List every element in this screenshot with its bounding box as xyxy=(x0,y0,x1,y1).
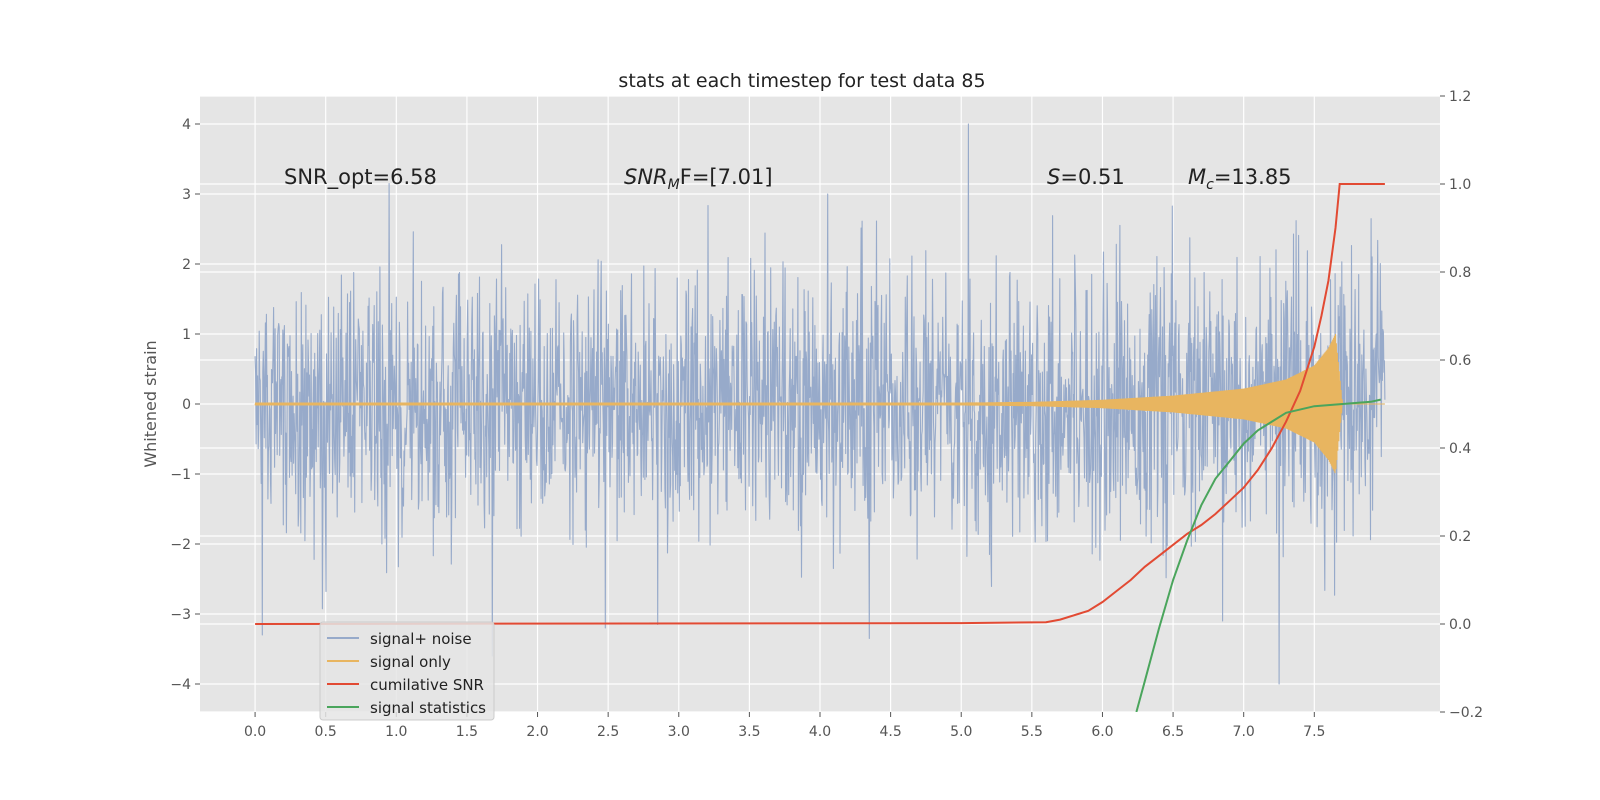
annotation-snr-mf-sub: M xyxy=(668,177,680,193)
x-tick-label-11: 5.5 xyxy=(1021,724,1043,740)
annotation-mc-sub: c xyxy=(1206,177,1214,193)
y-tick-label-4: 0 xyxy=(182,397,191,413)
legend-label-cumilative-snr: cumilative SNR xyxy=(370,676,484,694)
legend-item-cumilative-snr: cumilative SNR xyxy=(327,676,484,694)
y-tick-label-1: −3 xyxy=(170,607,191,623)
y-right-tick-label-7: 1.2 xyxy=(1449,89,1471,105)
y-tick-label-7: 3 xyxy=(182,187,191,203)
x-tick-label-8: 4.0 xyxy=(809,724,831,740)
y-tick-label-2: −2 xyxy=(170,537,191,553)
y-right-tick-label-5: 0.8 xyxy=(1449,265,1471,281)
y-tick-label-6: 2 xyxy=(182,257,191,273)
x-tick-label-0: 0.0 xyxy=(244,724,266,740)
annotation-snr-mf-rest: F=[7.01] xyxy=(680,165,773,189)
y-tick-label-0: −4 xyxy=(170,677,191,693)
x-tick-label-7: 3.5 xyxy=(738,724,760,740)
y-tick-label-3: −1 xyxy=(170,467,191,483)
annotation-s: S=0.51 xyxy=(1047,165,1125,189)
y-tick-label-5: 1 xyxy=(182,327,191,343)
annotation-mc: Mc=13.85 xyxy=(1188,165,1292,193)
y-tick-label-8: 4 xyxy=(182,117,191,133)
x-tick-label-2: 1.0 xyxy=(385,724,407,740)
x-tick-label-12: 6.0 xyxy=(1091,724,1113,740)
y-axis-right: −0.2 0.0 0.2 0.4 0.6 0.8 1.0 1.2 xyxy=(1440,89,1483,721)
annotation-mc-rest: =13.85 xyxy=(1214,165,1292,189)
y-right-tick-label-6: 1.0 xyxy=(1449,177,1471,193)
y-right-tick-label-2: 0.2 xyxy=(1449,529,1471,545)
y-right-tick-label-0: −0.2 xyxy=(1449,705,1483,721)
y-axis-left: −4 −3 −2 −1 0 1 2 3 4 xyxy=(170,117,200,693)
x-tick-label-15: 7.5 xyxy=(1303,724,1325,740)
x-tick-label-9: 4.5 xyxy=(879,724,901,740)
series-cumilative-snr xyxy=(255,183,1385,625)
annotations: SNR_opt=6.58 SNRMF=[7.01] S=0.51 Mc=13.8… xyxy=(284,165,1292,193)
y-right-tick-label-1: 0.0 xyxy=(1449,617,1471,633)
annotation-snr-mf: SNRMF=[7.01] xyxy=(624,165,773,193)
annotation-s-main: S xyxy=(1047,165,1060,189)
annotation-mc-main: M xyxy=(1188,165,1206,189)
legend-label-signal-only: signal only xyxy=(370,653,451,671)
x-tick-label-4: 2.0 xyxy=(526,724,548,740)
legend: signal+ noise signal only cumilative SNR… xyxy=(319,621,495,721)
x-tick-label-10: 5.0 xyxy=(950,724,972,740)
y-axis-label: Whitened strain xyxy=(141,340,160,467)
legend-label-signal-statistics: signal statistics xyxy=(370,699,486,717)
x-tick-label-1: 0.5 xyxy=(315,724,337,740)
x-axis: 0.0 0.5 1.0 1.5 2.0 2.5 3.0 3.5 4.0 4.5 5.0 5.5 6.0 6… xyxy=(244,712,1325,740)
x-tick-label-5: 2.5 xyxy=(597,724,619,740)
x-tick-label-6: 3.0 xyxy=(668,724,690,740)
y-right-tick-label-4: 0.6 xyxy=(1449,353,1471,369)
legend-box xyxy=(319,621,495,721)
x-tick-label-13: 6.5 xyxy=(1162,724,1184,740)
annotation-s-rest: =0.51 xyxy=(1060,165,1124,189)
legend-item-signal-statistics: signal statistics xyxy=(327,699,486,717)
legend-item-signal-only: signal only xyxy=(327,653,451,671)
series-signal-only xyxy=(254,333,1385,474)
chart-title: stats at each timestep for test data 85 xyxy=(618,70,985,92)
series-signal-statistics xyxy=(1135,398,1381,712)
legend-item-signal-noise: signal+ noise xyxy=(327,630,472,648)
legend-label-signal-noise: signal+ noise xyxy=(370,630,472,648)
annotation-snr-opt: SNR_opt=6.58 xyxy=(284,165,437,190)
x-tick-label-14: 7.0 xyxy=(1233,724,1255,740)
annotation-snr-mf-main: SNR xyxy=(624,165,668,189)
y-right-tick-label-3: 0.4 xyxy=(1449,441,1471,457)
x-tick-label-3: 1.5 xyxy=(456,724,478,740)
